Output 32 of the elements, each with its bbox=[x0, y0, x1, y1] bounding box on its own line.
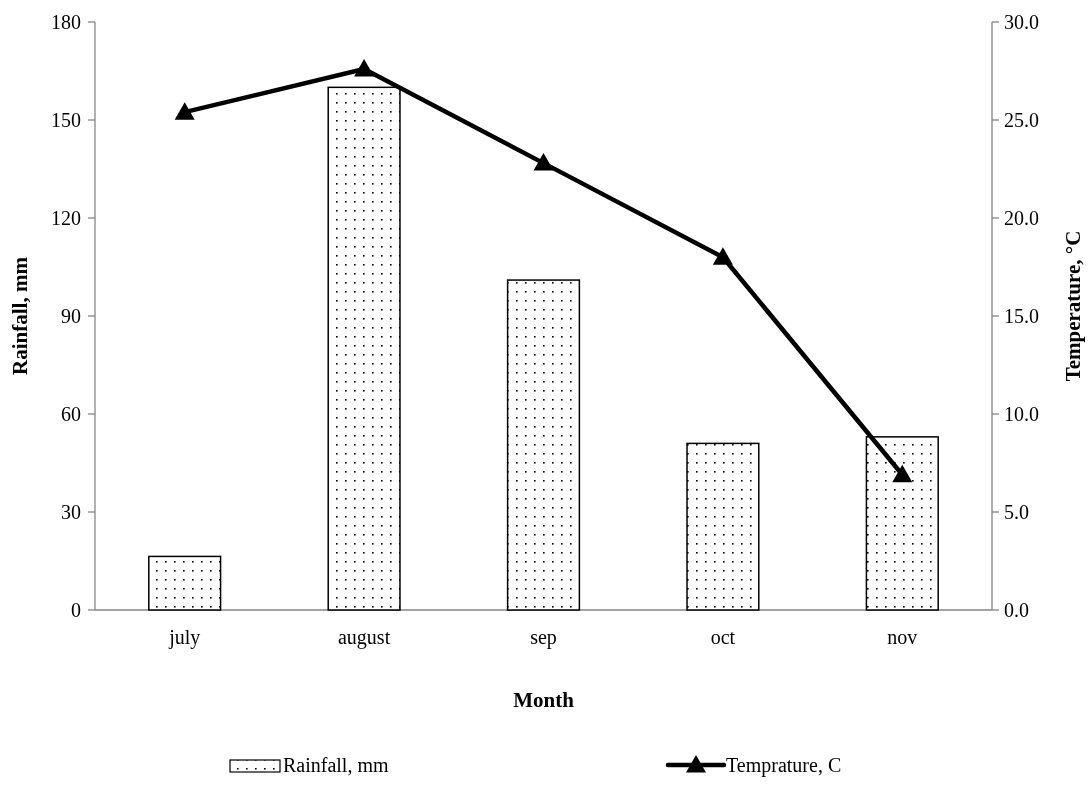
x-tick-label: oct bbox=[710, 626, 736, 648]
point bbox=[892, 464, 913, 483]
point bbox=[174, 102, 195, 120]
y-axis-title: Rainfall, mm bbox=[8, 256, 32, 375]
point bbox=[712, 247, 733, 265]
x-tick-label: nov bbox=[887, 626, 918, 648]
x-tick-label: august bbox=[337, 626, 391, 649]
y-tick-label: 90 bbox=[61, 305, 81, 327]
y-tick-label: 60 bbox=[61, 403, 81, 425]
point bbox=[533, 153, 554, 171]
x-axis-title: Month bbox=[513, 688, 575, 712]
y2-tick-label: 15.0 bbox=[1004, 305, 1039, 327]
y2-tick-label: 20.0 bbox=[1004, 207, 1039, 229]
x-tick-label: sep bbox=[530, 626, 557, 649]
y-tick-label: 0 bbox=[71, 599, 81, 621]
y-tick-label: 30 bbox=[61, 501, 81, 523]
y-tick-label: 120 bbox=[51, 207, 81, 229]
y2-axis-title: Temperature, °C bbox=[1061, 230, 1085, 382]
bar bbox=[148, 555, 222, 611]
y2-tick-label: 30.0 bbox=[1004, 11, 1039, 33]
bar bbox=[686, 442, 760, 611]
y2-tick-label: 5.0 bbox=[1004, 501, 1029, 523]
x-tick-label: july bbox=[168, 626, 201, 649]
y2-tick-label: 10.0 bbox=[1004, 403, 1039, 425]
y2-tick-label: 0.0 bbox=[1004, 599, 1029, 621]
y-tick-label: 180 bbox=[51, 11, 81, 33]
point bbox=[354, 59, 375, 77]
y-tick-label: 150 bbox=[51, 109, 81, 131]
legend-label: Rainfall, mm bbox=[283, 754, 389, 776]
legend-label: Temprature, C bbox=[726, 754, 842, 777]
bar bbox=[506, 279, 581, 611]
y2-tick-label: 25.0 bbox=[1004, 109, 1039, 131]
